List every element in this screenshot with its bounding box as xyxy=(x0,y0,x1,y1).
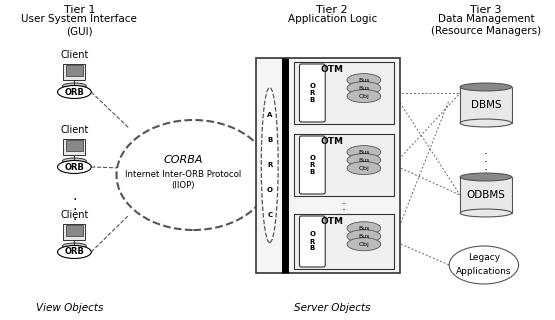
Text: Obj: Obj xyxy=(359,242,369,247)
FancyBboxPatch shape xyxy=(300,216,325,267)
Ellipse shape xyxy=(347,82,381,95)
Text: Application Logic: Application Logic xyxy=(287,14,377,24)
Text: ODBMS: ODBMS xyxy=(466,190,505,200)
Text: CORBA: CORBA xyxy=(164,155,203,165)
Text: ·: · xyxy=(342,204,346,218)
Text: Applications: Applications xyxy=(456,268,512,276)
Ellipse shape xyxy=(58,161,91,173)
FancyBboxPatch shape xyxy=(63,64,85,80)
Text: B: B xyxy=(310,169,315,175)
Ellipse shape xyxy=(58,85,91,99)
FancyBboxPatch shape xyxy=(295,134,393,196)
Text: O: O xyxy=(309,83,315,89)
Text: Bus: Bus xyxy=(358,226,370,231)
Text: Tier 2: Tier 2 xyxy=(316,5,348,15)
Ellipse shape xyxy=(62,158,87,164)
Text: Bus: Bus xyxy=(358,150,370,155)
Ellipse shape xyxy=(347,238,381,251)
Ellipse shape xyxy=(347,230,381,243)
Text: O: O xyxy=(309,231,315,237)
FancyBboxPatch shape xyxy=(295,62,393,124)
Text: B: B xyxy=(310,245,315,252)
Text: Internet Inter-ORB Protocol
(IIOP): Internet Inter-ORB Protocol (IIOP) xyxy=(125,170,241,190)
Text: Bus: Bus xyxy=(358,86,370,91)
Text: O: O xyxy=(309,155,315,161)
Ellipse shape xyxy=(449,246,518,284)
FancyBboxPatch shape xyxy=(63,139,85,155)
Text: ORB: ORB xyxy=(64,87,84,97)
Text: B: B xyxy=(267,137,273,143)
Text: B: B xyxy=(310,97,315,103)
Text: ORB: ORB xyxy=(64,163,84,172)
Text: ·: · xyxy=(72,193,77,207)
Text: A: A xyxy=(267,112,273,118)
Ellipse shape xyxy=(460,209,512,217)
Text: ·: · xyxy=(342,198,346,212)
Ellipse shape xyxy=(347,222,381,235)
Ellipse shape xyxy=(460,119,512,127)
Text: R: R xyxy=(310,238,315,244)
Text: OTM: OTM xyxy=(321,217,344,226)
FancyBboxPatch shape xyxy=(66,225,83,236)
Text: Server Objects: Server Objects xyxy=(294,303,370,313)
Text: Bus: Bus xyxy=(358,234,370,239)
Text: View Objects: View Objects xyxy=(36,303,103,313)
Text: ·: · xyxy=(72,213,77,227)
Ellipse shape xyxy=(460,83,512,91)
FancyBboxPatch shape xyxy=(295,214,393,269)
FancyBboxPatch shape xyxy=(256,58,400,273)
Ellipse shape xyxy=(347,146,381,159)
FancyBboxPatch shape xyxy=(460,177,512,213)
FancyBboxPatch shape xyxy=(460,87,512,123)
Ellipse shape xyxy=(58,245,91,259)
Text: R: R xyxy=(267,162,273,168)
Ellipse shape xyxy=(347,74,381,87)
Text: O: O xyxy=(267,187,273,193)
Text: Obj: Obj xyxy=(359,93,369,99)
Text: R: R xyxy=(310,90,315,96)
Text: Bus: Bus xyxy=(358,158,370,163)
Text: ·: · xyxy=(484,164,488,178)
FancyBboxPatch shape xyxy=(66,65,83,76)
Text: Bus: Bus xyxy=(358,78,370,83)
Text: R: R xyxy=(310,162,315,168)
Text: Data Management
(Resource Managers): Data Management (Resource Managers) xyxy=(431,14,541,36)
Text: DBMS: DBMS xyxy=(471,100,501,110)
Ellipse shape xyxy=(460,173,512,181)
Text: Client: Client xyxy=(60,50,89,60)
Ellipse shape xyxy=(347,162,381,175)
Text: C: C xyxy=(267,212,273,218)
Text: Client: Client xyxy=(60,125,89,135)
Ellipse shape xyxy=(347,154,381,167)
Text: Obj: Obj xyxy=(359,166,369,171)
Text: ORB: ORB xyxy=(64,247,84,257)
Ellipse shape xyxy=(117,120,270,230)
FancyBboxPatch shape xyxy=(300,136,325,194)
Text: OTM: OTM xyxy=(321,65,344,74)
Ellipse shape xyxy=(261,87,278,243)
FancyBboxPatch shape xyxy=(63,224,85,240)
Ellipse shape xyxy=(347,90,381,103)
Text: Client: Client xyxy=(60,210,89,220)
Text: Legacy: Legacy xyxy=(468,253,500,262)
Text: ·: · xyxy=(484,148,488,162)
Text: Tier 3: Tier 3 xyxy=(470,5,502,15)
Text: OTM: OTM xyxy=(321,137,344,146)
FancyBboxPatch shape xyxy=(300,64,325,122)
Text: ·: · xyxy=(72,203,77,217)
Ellipse shape xyxy=(62,83,87,89)
Text: ·: · xyxy=(484,156,488,170)
Ellipse shape xyxy=(62,243,87,249)
Text: User System Interface
(GUI): User System Interface (GUI) xyxy=(22,14,137,36)
Text: Tier 1: Tier 1 xyxy=(64,5,95,15)
FancyBboxPatch shape xyxy=(66,140,83,151)
